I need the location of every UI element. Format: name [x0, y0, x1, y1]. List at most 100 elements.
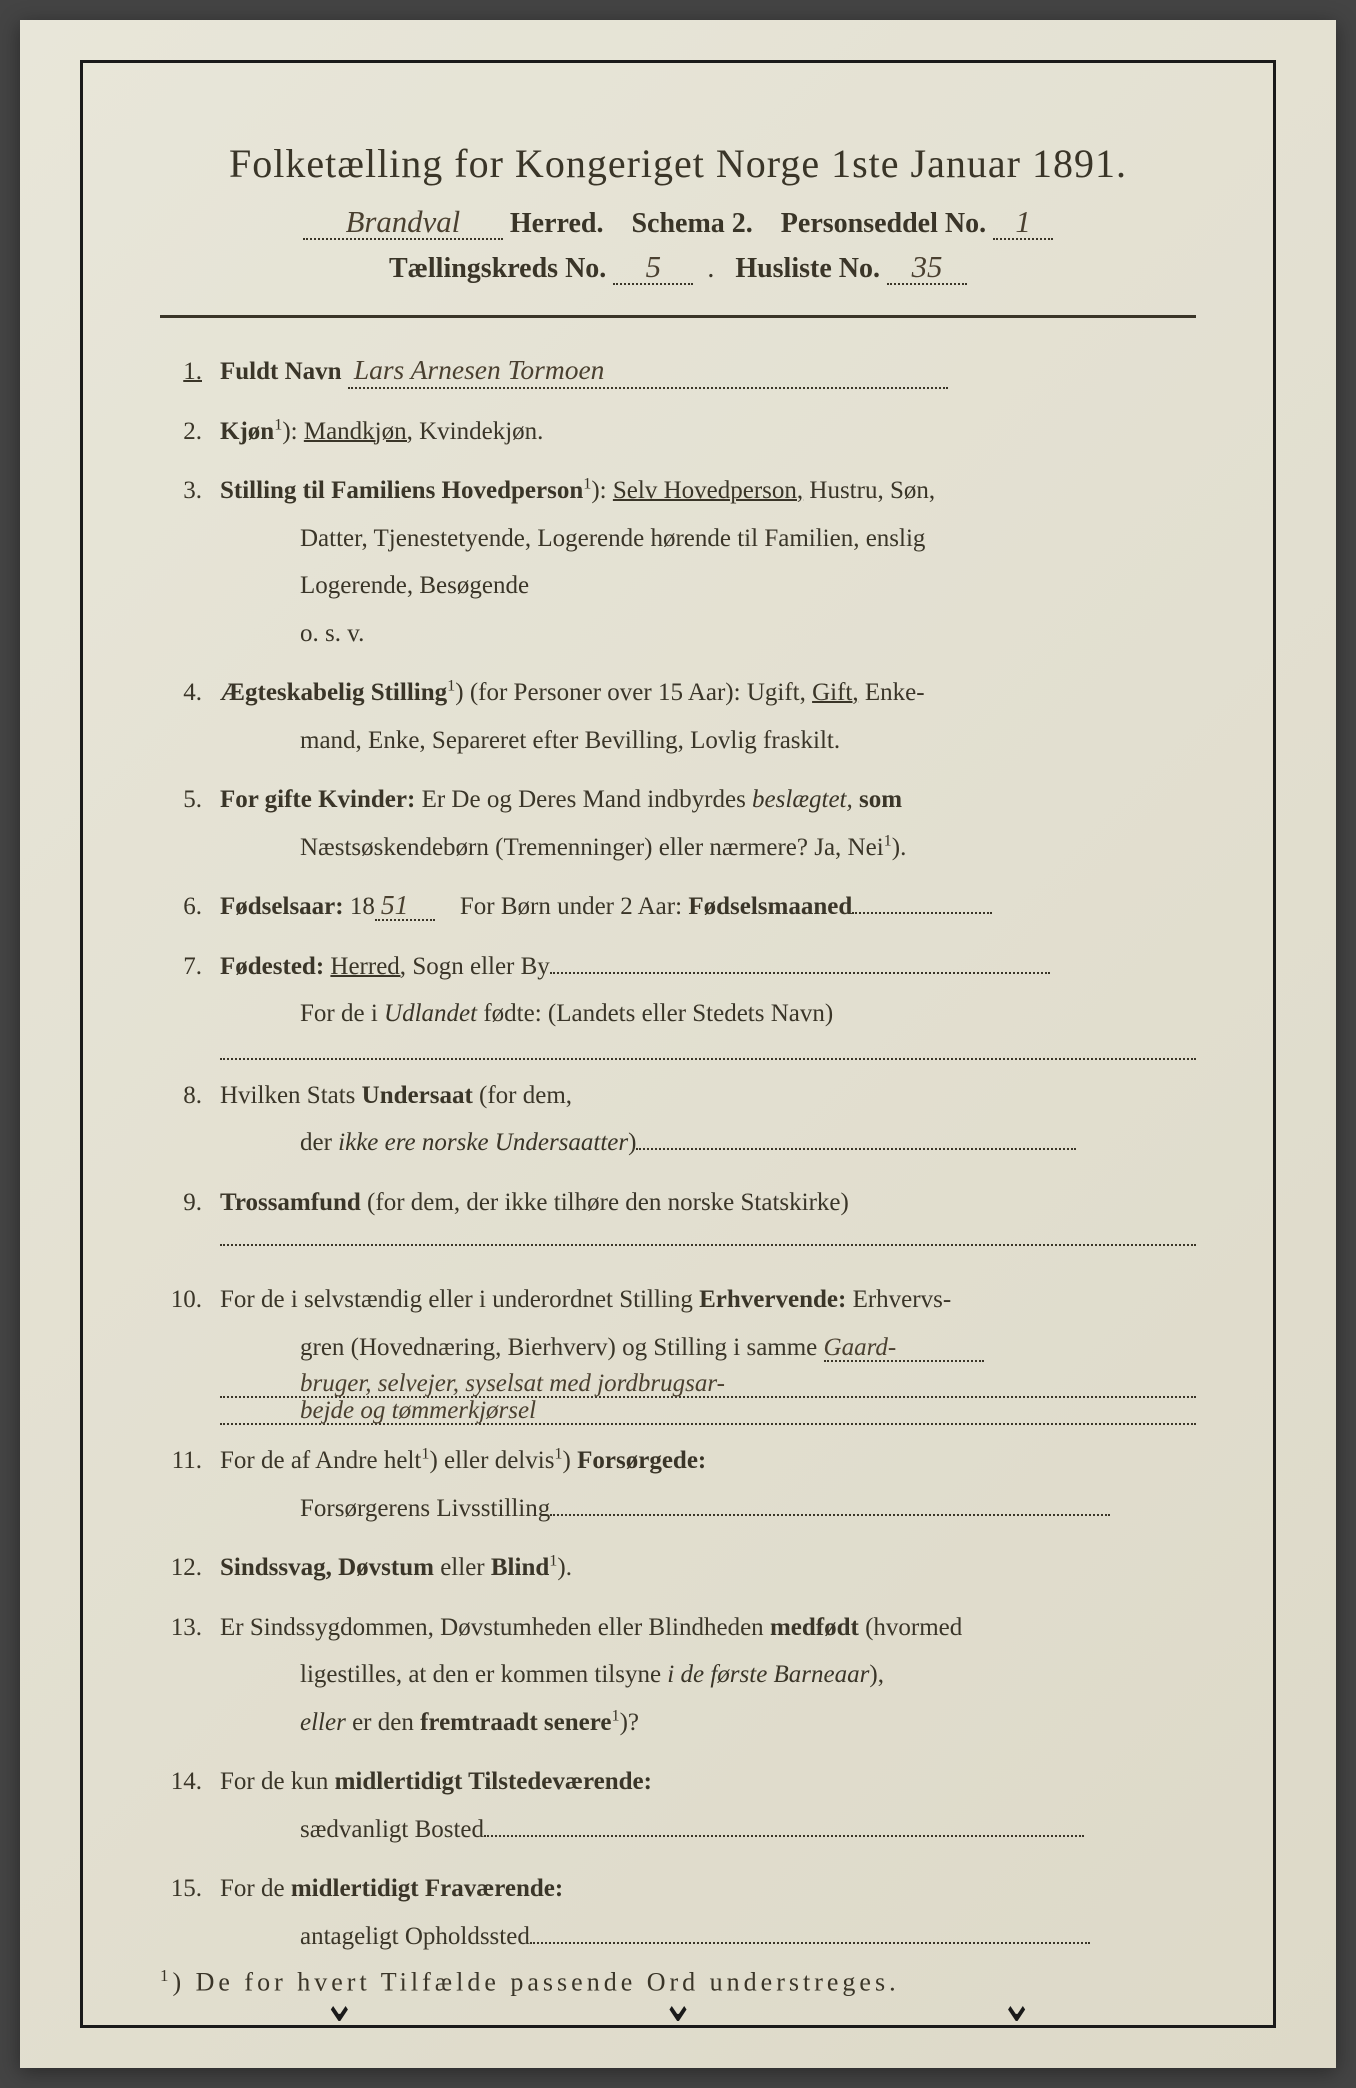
q12-end: ).: [557, 1554, 572, 1581]
item-15: 15. For de midlertidigt Fraværende: anta…: [160, 1865, 1196, 1960]
q3-rest3: Logerende, Besøgende: [220, 562, 1196, 610]
subtitle-row-2: Tællingskreds No. 5 . Husliste No. 35: [160, 252, 1196, 285]
item-8-number: 8.: [160, 1072, 220, 1167]
footnote-text: ) De for hvert Tilfælde passende Ord und…: [172, 1968, 899, 1997]
q2-opt2: Kvindekjøn.: [419, 418, 543, 445]
q5-bold1: For gifte Kvinder:: [220, 786, 415, 813]
q3-opt1-underlined: Selv Hovedperson,: [613, 477, 803, 504]
herred-handwritten: Brandval: [303, 207, 503, 240]
q4-gift-underlined: Gift,: [812, 679, 859, 706]
q10-text1: For de i selvstændig eller i underordnet…: [220, 1286, 699, 1313]
q5-end: ).: [892, 834, 907, 861]
q7-text: Sogn eller By: [406, 953, 550, 980]
q15-bold: midlertidigt Fraværende:: [291, 1875, 563, 1902]
q12-bold: Sindssvag, Døvstum: [220, 1554, 434, 1581]
q2-colon: ):: [282, 418, 297, 445]
tkreds-handwritten: 5: [613, 252, 693, 285]
q9-divider: [220, 1244, 1196, 1246]
item-9: 9. Trossamfund (for dem, der ikke tilhør…: [160, 1179, 1196, 1265]
q12-bold2: Blind: [491, 1554, 549, 1581]
q13-line3a-ital: eller: [300, 1709, 346, 1736]
q13-bold1: medfødt: [770, 1614, 859, 1641]
q5-bold2: som: [853, 786, 902, 813]
item-11-number: 11.: [160, 1437, 220, 1532]
item-12: 12. Sindssvag, Døvstum eller Blind1).: [160, 1544, 1196, 1592]
q11-blank: [550, 1514, 1110, 1516]
census-form-page: Folketælling for Kongeriget Norge 1ste J…: [20, 20, 1336, 2068]
q8-blank: [636, 1148, 1076, 1150]
q10-hw2: bruger, selvejer, syselsat med jordbrugs…: [220, 1371, 1196, 1398]
tkreds-label: Tællingskreds No.: [389, 253, 606, 284]
q1-handwritten: Lars Arnesen Tormoen: [348, 356, 948, 389]
q7-line2b: fødte: (Landets eller Stedets Navn): [477, 1000, 833, 1027]
item-2-number: 2.: [160, 408, 220, 456]
header-divider: [160, 315, 1196, 318]
item-4: 4. Ægteskabelig Stilling1) (for Personer…: [160, 669, 1196, 764]
q8-text2: (for dem,: [473, 1082, 572, 1109]
form-list: 1. Fuldt Navn Lars Arnesen Tormoen 2. Kj…: [160, 348, 1196, 1960]
q10-hw1: Gaard-: [824, 1335, 984, 1362]
item-15-number: 15.: [160, 1865, 220, 1960]
q11-line2: Forsørgerens Livsstilling: [300, 1495, 550, 1522]
q13-bold2: fremtraadt senere: [420, 1709, 611, 1736]
item-6-number: 6.: [160, 883, 220, 931]
item-6: 6. Fødselsaar: 1851 For Børn under 2 Aar…: [160, 883, 1196, 931]
q11-bold: Forsørgede:: [577, 1447, 706, 1474]
q14-bold: midlertidigt Tilstedeværende:: [335, 1768, 652, 1795]
q10-line2: gren (Hovednæring, Bierhverv) og Stillin…: [300, 1334, 817, 1361]
item-12-number: 12.: [160, 1544, 220, 1592]
item-8: 8. Hvilken Stats Undersaat (for dem, der…: [160, 1072, 1196, 1167]
q9-bold: Trossamfund: [220, 1189, 361, 1216]
item-14-number: 14.: [160, 1758, 220, 1853]
q15-blank: [530, 1942, 1090, 1944]
q13-line3b: er den: [346, 1709, 420, 1736]
item-5: 5. For gifte Kvinder: Er De og Deres Man…: [160, 776, 1196, 871]
item-3: 3. Stilling til Familiens Hovedperson1):…: [160, 467, 1196, 657]
main-title: Folketælling for Kongeriget Norge 1ste J…: [160, 140, 1196, 187]
q7-herred-underlined: Herred,: [330, 953, 406, 980]
q11-text1: For de af Andre helt: [220, 1447, 421, 1474]
q14-line2: sædvanligt Bosted: [300, 1816, 484, 1843]
q4-rest1: Enke-: [859, 679, 925, 706]
q13-line2a: ligestilles, at den er kommen tilsyne: [300, 1661, 667, 1688]
q7-blank2: [220, 1058, 1196, 1060]
q6-text: For Børn under 2 Aar:: [460, 893, 688, 920]
item-1-number: 1.: [160, 348, 220, 396]
q5-sup: 1: [884, 831, 892, 849]
q6-label: Fødselsaar:: [220, 893, 344, 920]
item-3-number: 3.: [160, 467, 220, 657]
q13-text1: Er Sindssygdommen, Døvstumheden eller Bl…: [220, 1614, 770, 1641]
q14-blank: [484, 1835, 1084, 1837]
q6-bold2: Fødselsmaaned: [688, 893, 852, 920]
q13-sup: 1: [611, 1706, 619, 1724]
q6-blank: [852, 912, 992, 914]
item-2: 2. Kjøn1): Mandkjøn, Kvindekjøn.: [160, 408, 1196, 456]
item-5-number: 5.: [160, 776, 220, 871]
q13-text2: (hvormed: [859, 1614, 962, 1641]
q5-text1: Er De og Deres Mand indbyrdes: [415, 786, 752, 813]
q5-text2: Næstsøskendebørn (Tremenninger) eller næ…: [300, 834, 884, 861]
q2-label: Kjøn: [220, 418, 274, 445]
item-13-number: 13.: [160, 1604, 220, 1747]
q8-text1: Hvilken Stats: [220, 1082, 362, 1109]
husliste-handwritten: 35: [887, 252, 967, 285]
q7-label: Fødested:: [220, 953, 324, 980]
schema-label: Schema 2.: [631, 208, 752, 239]
q4-paren: ) (for Personer over 15 Aar): Ugift,: [455, 679, 812, 706]
q15-line2: antageligt Opholdssted: [300, 1923, 530, 1950]
q9-text: (for dem, der ikke tilhøre den norske St…: [361, 1189, 849, 1216]
q10-hw3: bejde og tømmerkjørsel: [220, 1398, 1196, 1425]
item-10: 10. For de i selvstændig eller i underor…: [160, 1276, 1196, 1425]
q12-text: eller: [434, 1554, 491, 1581]
q15-text: For de: [220, 1875, 291, 1902]
item-13: 13. Er Sindssygdommen, Døvstumheden elle…: [160, 1604, 1196, 1747]
q10-text2: Erhvervs-: [846, 1286, 951, 1313]
q3-colon: ):: [591, 477, 606, 504]
binding-mark-left: ⌄: [323, 1965, 357, 2036]
q13-ital: i de første Barneaar: [667, 1661, 869, 1688]
item-7: 7. Fødested: Herred, Sogn eller By For d…: [160, 943, 1196, 1060]
q7-blank1: [550, 972, 1050, 974]
q11-text2: ) eller delvis: [429, 1447, 554, 1474]
q13-line2b: ),: [869, 1661, 884, 1688]
q3-rest1: Hustru, Søn,: [809, 477, 935, 504]
